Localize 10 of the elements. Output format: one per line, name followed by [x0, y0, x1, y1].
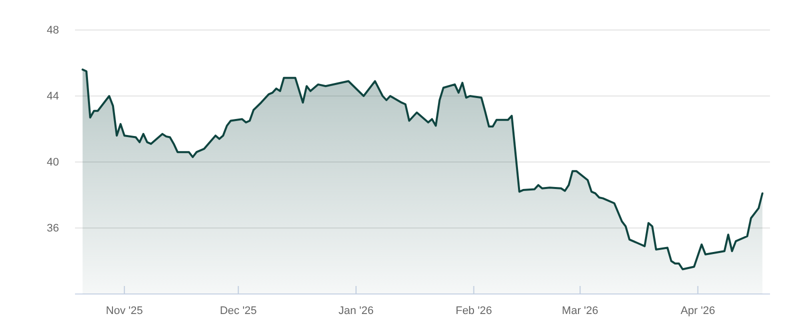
x-tick-label: Jan '26	[338, 304, 374, 317]
x-tick-label: Nov '25	[106, 304, 143, 317]
y-tick-label: 40	[46, 156, 59, 169]
y-tick-label: 48	[46, 24, 59, 37]
y-tick-label: 44	[46, 90, 59, 103]
x-tick-label: Mar '26	[562, 304, 598, 317]
x-tick-label: Feb '26	[456, 304, 492, 317]
x-tick-label: Apr '26	[680, 304, 716, 317]
x-tick-label: Dec '25	[220, 304, 257, 317]
y-tick-label: 36	[46, 222, 59, 235]
